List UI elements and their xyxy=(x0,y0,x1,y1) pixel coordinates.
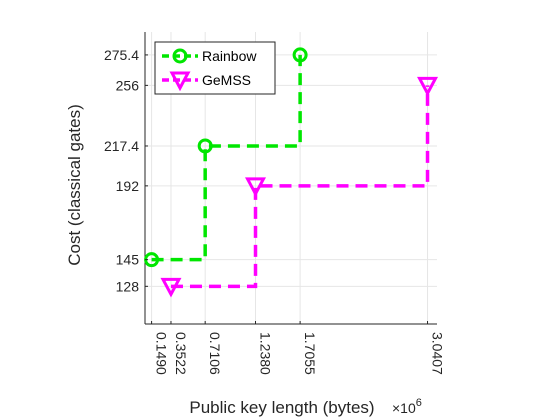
x-tick-label: 0.7106 xyxy=(207,332,223,375)
data-point-gemss xyxy=(417,76,439,97)
y-tick-label: 217.4 xyxy=(104,138,139,154)
series-layer xyxy=(144,47,439,298)
data-point-rainbow xyxy=(197,138,213,154)
y-tick-label: 275.4 xyxy=(104,47,139,63)
legend-marker-rainbow xyxy=(172,48,188,64)
y-tick-label: 145 xyxy=(116,252,140,268)
series-line-rainbow xyxy=(151,54,302,262)
x-tick-label: 1.2380 xyxy=(258,332,274,375)
x-tick-label: 0.1490 xyxy=(154,332,170,375)
legend-label-gemss: GeMSS xyxy=(202,72,251,88)
legend-marker-gemss xyxy=(169,71,191,92)
y-tick-label: 192 xyxy=(116,178,140,194)
x-axis-exponent: ×106 xyxy=(392,397,422,416)
x-tick-label: 1.7055 xyxy=(302,332,318,375)
series-line-gemss xyxy=(170,85,430,289)
x-tick-label: 0.3522 xyxy=(173,332,189,375)
data-point-gemss xyxy=(245,177,267,198)
data-point-gemss xyxy=(160,277,182,298)
y-tick-label: 128 xyxy=(116,278,140,294)
x-axis-exponent-base: ×10 xyxy=(392,400,416,416)
legend-label-rainbow: Rainbow xyxy=(202,48,257,64)
data-point-rainbow xyxy=(292,47,308,63)
x-axis-exponent-power: 6 xyxy=(416,397,422,409)
x-axis-title: Public key length (bytes) xyxy=(189,398,374,417)
y-tick-label: 256 xyxy=(116,77,140,93)
legend: Rainbow GeMSS xyxy=(154,41,276,95)
y-axis-title: Cost (classical gates) xyxy=(65,104,84,266)
series-gemss xyxy=(160,76,439,298)
x-tick-label: 3.0407 xyxy=(430,332,446,375)
ticks-layer: 0.1490 0.3522 0.7106 1.2380 1.7055 3.0407 128 1… xyxy=(104,47,446,375)
axes xyxy=(144,32,437,325)
